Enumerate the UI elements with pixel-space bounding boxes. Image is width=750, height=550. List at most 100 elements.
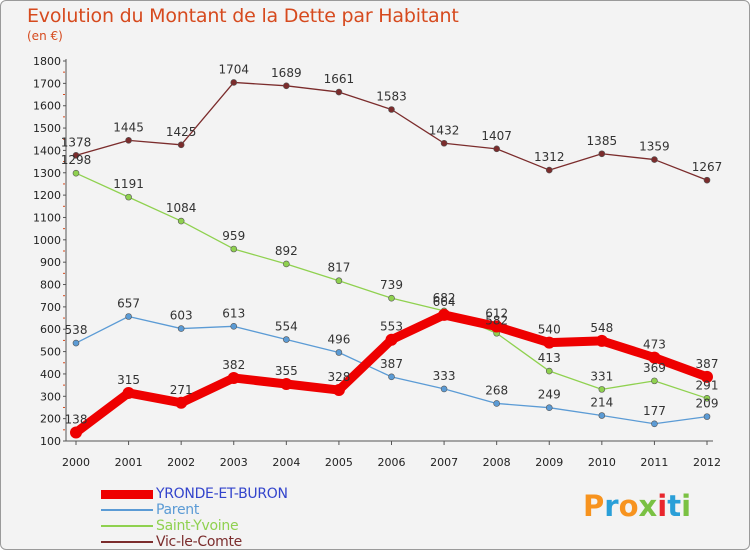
data-label: 369 xyxy=(643,361,666,375)
data-label: 333 xyxy=(433,369,456,383)
logo-letter: t xyxy=(667,489,682,523)
data-label: 315 xyxy=(117,373,140,387)
data-label: 1689 xyxy=(271,66,302,80)
data-point xyxy=(703,395,711,402)
data-point xyxy=(230,79,238,86)
legend-label: Parent xyxy=(156,502,200,518)
data-point xyxy=(545,404,553,411)
data-point xyxy=(595,334,608,347)
chart-data-labels: 1378 1445 1425 1704 1689 1661 1583 1432 1407 1312… xyxy=(61,62,723,426)
data-point xyxy=(335,88,343,96)
data-point xyxy=(72,339,80,347)
data-label: 496 xyxy=(327,332,350,346)
data-label: 554 xyxy=(275,320,298,334)
y-tick-label: 1700 xyxy=(33,77,61,90)
data-point xyxy=(545,166,553,174)
data-point xyxy=(651,156,658,163)
data-point xyxy=(438,308,451,321)
data-label: 387 xyxy=(380,357,403,371)
data-point xyxy=(651,420,658,428)
legend-swatch xyxy=(101,541,153,543)
data-point xyxy=(388,294,395,302)
data-label: 548 xyxy=(590,321,613,335)
data-point xyxy=(598,412,606,419)
x-tick-label: 2006 xyxy=(378,456,406,469)
data-point xyxy=(125,193,132,201)
y-tick-label: 700 xyxy=(40,301,61,314)
data-label: 355 xyxy=(275,364,298,378)
data-point xyxy=(385,333,398,346)
data-point xyxy=(490,320,503,333)
x-tick-label: 2010 xyxy=(588,456,616,469)
logo-letter: r xyxy=(604,489,619,523)
data-label: 739 xyxy=(380,278,403,292)
data-point xyxy=(227,371,240,384)
legend-label: Vic-le-Comte xyxy=(156,534,242,550)
data-label: 682 xyxy=(433,291,456,305)
data-label: 817 xyxy=(327,261,350,275)
data-label: 413 xyxy=(538,351,561,365)
logo-letter: x xyxy=(638,489,658,523)
data-label: 1583 xyxy=(376,90,407,104)
data-label: 1359 xyxy=(639,140,670,154)
y-tick-label: 800 xyxy=(40,279,61,292)
y-tick-label: 1400 xyxy=(33,144,61,157)
legend-swatch xyxy=(101,525,153,527)
data-label: 249 xyxy=(538,388,561,402)
data-point xyxy=(125,137,132,144)
proxiti-logo: Proxiti xyxy=(583,489,691,523)
data-point xyxy=(440,139,448,147)
chart-unit: (en €) xyxy=(27,29,63,43)
data-label: 582 xyxy=(485,313,508,327)
data-label: 603 xyxy=(170,309,193,323)
data-label: 664 xyxy=(433,295,456,309)
data-label: 538 xyxy=(65,323,88,337)
logo-letter: o xyxy=(618,489,639,523)
legend-item-parent: Parent xyxy=(101,502,288,518)
data-label: 271 xyxy=(170,383,193,397)
data-point xyxy=(72,169,80,177)
logo-letter: P xyxy=(583,489,605,523)
y-tick-label: 100 xyxy=(40,435,61,448)
data-point xyxy=(388,106,395,113)
data-point xyxy=(283,336,290,343)
data-label: 1191 xyxy=(113,177,144,191)
data-label: 1378 xyxy=(61,135,92,149)
data-point xyxy=(177,141,185,149)
data-point xyxy=(440,385,448,393)
data-point xyxy=(388,373,395,381)
data-label: 1407 xyxy=(481,129,512,143)
x-tick-label: 2007 xyxy=(430,456,458,469)
data-label: 959 xyxy=(222,229,245,243)
x-tick-label: 2004 xyxy=(272,456,300,469)
legend-label: Saint-Yvoine xyxy=(156,518,239,534)
data-label: 138 xyxy=(65,413,88,427)
data-label: 540 xyxy=(538,323,561,337)
data-label: 473 xyxy=(643,338,666,352)
data-point xyxy=(230,323,238,330)
chart-series xyxy=(70,79,713,439)
chart-title: Evolution du Montant de la Dette par Hab… xyxy=(27,5,459,27)
data-point xyxy=(175,396,188,409)
x-tick-label: 2000 xyxy=(62,456,90,469)
data-point xyxy=(332,384,345,397)
data-label: 613 xyxy=(222,306,245,320)
data-point xyxy=(701,370,713,383)
data-label: 328 xyxy=(327,370,350,384)
data-point xyxy=(72,152,80,159)
data-label: 387 xyxy=(696,357,719,371)
data-label: 612 xyxy=(485,307,508,321)
data-point xyxy=(598,150,606,158)
legend-item-vic-le-comte: Vic-le-Comte xyxy=(101,534,288,550)
data-label: 1084 xyxy=(166,201,197,215)
data-point xyxy=(648,351,661,364)
data-label: 382 xyxy=(222,358,245,372)
data-label: 553 xyxy=(380,320,403,334)
x-tick-label: 2003 xyxy=(220,456,248,469)
data-label: 1704 xyxy=(218,62,249,76)
logo-letter: i xyxy=(657,489,668,523)
y-tick-label: 1500 xyxy=(33,122,61,135)
data-label: 657 xyxy=(117,296,140,310)
logo-letter: i xyxy=(681,489,692,523)
